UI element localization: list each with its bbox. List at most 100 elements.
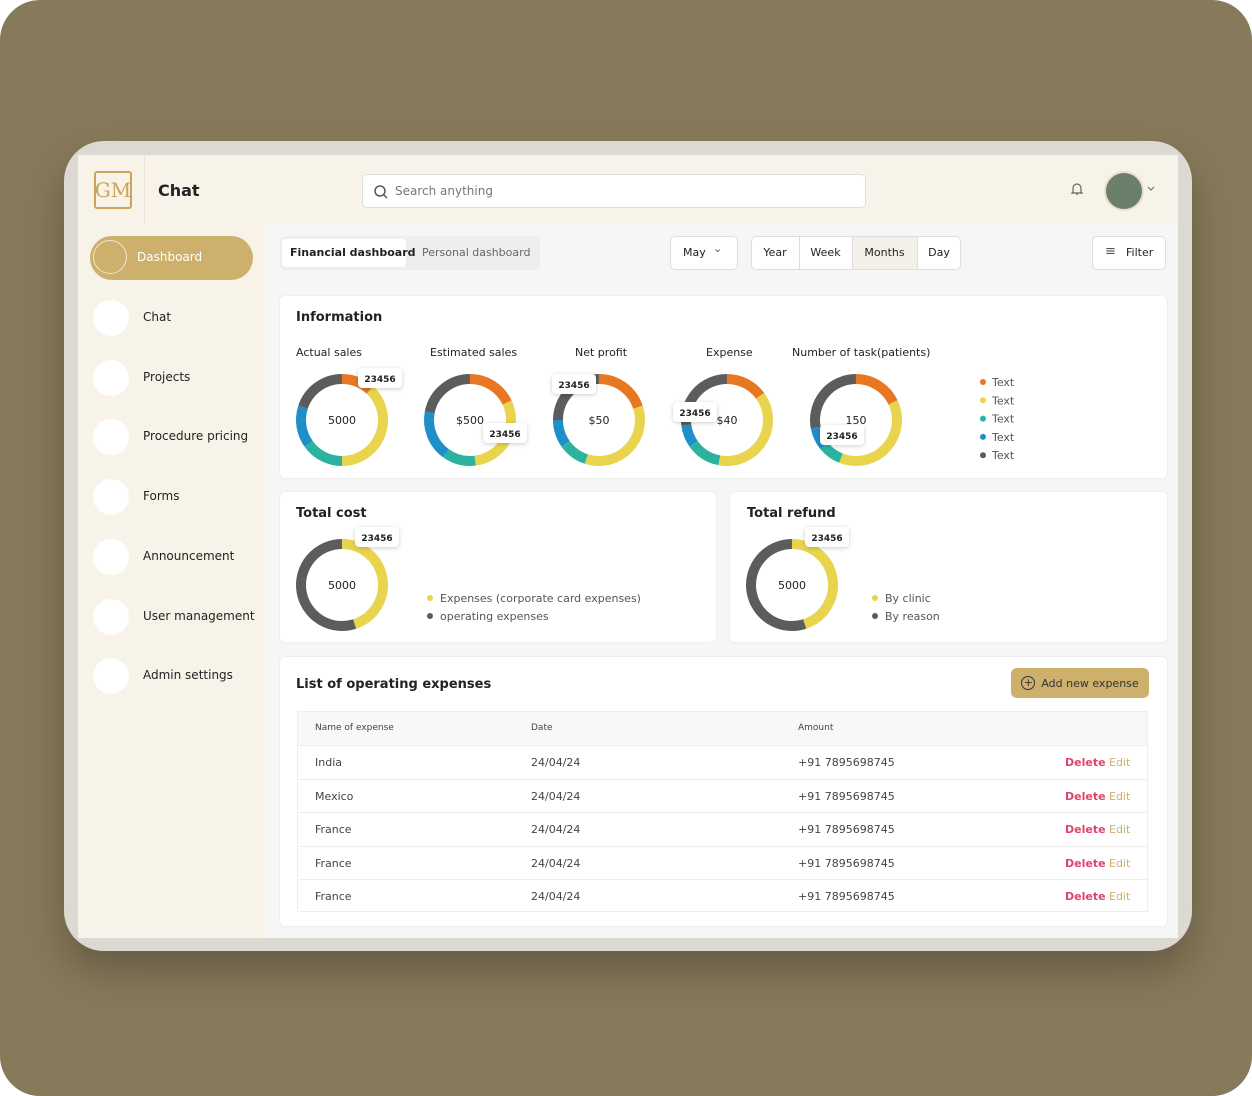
callout-bubble xyxy=(820,425,864,445)
donut-segment xyxy=(296,539,357,631)
delete-action[interactable]: Delete xyxy=(1065,823,1106,837)
donut-center: $40 xyxy=(717,414,738,427)
page-title: Chat xyxy=(158,181,200,200)
edit-action[interactable]: Edit xyxy=(1109,890,1131,904)
delete-action[interactable]: Delete xyxy=(1065,756,1106,769)
tab[interactable]: Personal dashboard xyxy=(422,246,531,259)
delete-action[interactable]: Delete xyxy=(1065,789,1106,803)
cell: 24/04/24 xyxy=(531,756,581,769)
nav-label[interactable]: Projects xyxy=(143,370,191,384)
expenses-table: Name of expense Date Amount India 24/04/24 +9… xyxy=(297,711,1148,912)
callout-bubble xyxy=(483,423,527,443)
edit-action[interactable]: Edit xyxy=(1109,823,1131,837)
nav-icon xyxy=(93,360,129,396)
chart-label: Estimated sales xyxy=(430,346,518,359)
callout: 23456 xyxy=(811,534,842,544)
legend-label: Text xyxy=(991,376,1015,389)
donut-center: 5000 xyxy=(778,579,806,592)
column-header: Amount xyxy=(798,723,834,733)
legend-label: operating expenses xyxy=(440,610,549,623)
delete-action[interactable]: Delete xyxy=(1065,856,1106,870)
chevron: ⌄ xyxy=(713,242,723,255)
search-box[interactable]: Search anything xyxy=(362,174,866,208)
card-title: Information xyxy=(296,310,383,325)
donut-segment xyxy=(855,374,898,405)
edit-action[interactable]: Edit xyxy=(1109,789,1131,803)
donut-segment xyxy=(469,374,512,405)
card-title: List of operating expenses xyxy=(296,677,492,692)
expenses-card: List of operating expenses + Add new expe… xyxy=(279,656,1168,927)
nav-label[interactable]: Admin settings xyxy=(143,668,233,682)
donut-center: $500 xyxy=(456,414,484,427)
divider xyxy=(144,155,145,224)
cell: +91 7895698745 xyxy=(798,789,895,803)
logo[interactable]: GM xyxy=(94,171,132,209)
nav-label[interactable]: User management xyxy=(143,609,255,623)
donut-segment xyxy=(820,442,844,463)
tab-active-bg xyxy=(282,239,406,267)
cell: Mexico xyxy=(315,789,354,803)
search-placeholder: Search anything xyxy=(395,184,493,198)
cell: France xyxy=(315,890,352,904)
callout: 23456 xyxy=(679,409,710,419)
avatar[interactable] xyxy=(1104,171,1144,211)
period[interactable]: Day xyxy=(928,246,950,259)
callout-bubble xyxy=(358,368,402,388)
donut-segment xyxy=(791,539,838,629)
nav-icon xyxy=(93,419,129,455)
nav-icon xyxy=(93,240,127,274)
period-active-bg xyxy=(852,237,917,269)
total-refund-card: Total refund xyxy=(729,491,1168,643)
period-divider xyxy=(917,237,918,269)
nav-label[interactable]: Chat xyxy=(143,310,172,324)
chart-label: Expense xyxy=(706,346,753,359)
callout: 23456 xyxy=(361,534,392,544)
period[interactable]: Week xyxy=(810,246,841,259)
nav-label[interactable]: Dashboard xyxy=(137,250,203,264)
row-divider xyxy=(298,778,1147,780)
legend-label: Text xyxy=(991,394,1015,407)
tab[interactable]: Financial dashboard xyxy=(290,246,416,259)
legend-label: By clinic xyxy=(885,592,931,605)
month-label: May xyxy=(683,246,706,259)
bell-icon[interactable] xyxy=(1069,181,1085,197)
edit-action[interactable]: Edit xyxy=(1109,756,1131,769)
legend-label: Text xyxy=(991,449,1015,462)
donut-segment xyxy=(424,411,450,458)
filter-label[interactable]: Filter xyxy=(1126,246,1154,259)
legend-dot xyxy=(980,452,986,459)
callout: 23456 xyxy=(489,430,520,440)
legend-dot xyxy=(980,415,986,422)
card-title: Total refund xyxy=(747,506,836,521)
edit-action[interactable]: Edit xyxy=(1109,856,1131,870)
period-divider xyxy=(799,237,800,269)
legend-dot xyxy=(980,379,986,385)
nav-label[interactable]: Procedure pricing xyxy=(143,429,249,443)
callout: 23456 xyxy=(364,375,395,385)
month-select[interactable] xyxy=(670,236,738,270)
period[interactable]: Year xyxy=(763,246,787,259)
donut-center: 5000 xyxy=(328,579,356,592)
legend-label: Text xyxy=(991,413,1015,426)
donut-center: 150 xyxy=(846,414,867,427)
cell: 24/04/24 xyxy=(531,856,581,870)
donut-segment xyxy=(746,539,807,631)
add-expense-button[interactable]: + Add new expense xyxy=(1011,668,1149,698)
chevron[interactable] xyxy=(1146,184,1156,194)
donut-center: $50 xyxy=(589,414,610,427)
period-divider xyxy=(852,237,853,269)
delete-action[interactable]: Delete xyxy=(1065,890,1106,904)
callout-bubble xyxy=(552,374,596,394)
total-cost-card: Total cost xyxy=(279,491,717,643)
legend-dot xyxy=(427,595,433,601)
callout-bubble xyxy=(805,527,849,547)
nav-label[interactable]: Announcement xyxy=(143,549,235,563)
donut-segment xyxy=(561,440,589,464)
period[interactable]: Months xyxy=(864,246,905,259)
cell: +91 7895698745 xyxy=(798,756,895,769)
filter-button[interactable] xyxy=(1092,236,1166,270)
nav-label[interactable]: Forms xyxy=(143,489,180,503)
nav-icon xyxy=(93,479,129,515)
